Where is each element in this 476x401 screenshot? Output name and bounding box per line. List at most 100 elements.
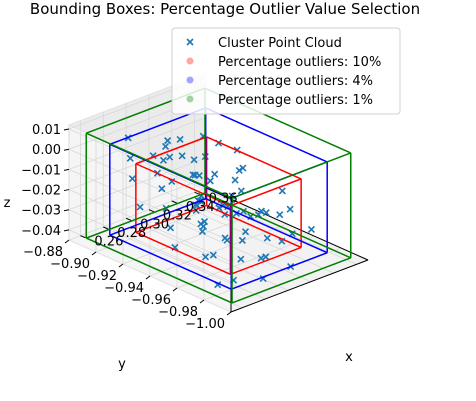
y-tick-label: −0.92 — [77, 269, 117, 284]
box-edge — [109, 234, 232, 290]
y-axis-label: y — [118, 357, 126, 372]
legend: Cluster Point Cloud Percentage outliers: … — [171, 27, 401, 115]
y-tick-mark — [118, 263, 124, 268]
cluster-point — [178, 152, 186, 160]
cluster-point — [126, 154, 134, 162]
y-tick-label: −0.88 — [23, 245, 63, 260]
y-tick-label: −0.98 — [158, 305, 198, 320]
z-tick-mark — [63, 229, 70, 232]
z-tick-mark — [63, 128, 70, 131]
x-tick-label: 0.26 — [94, 235, 123, 250]
cluster-point — [190, 156, 198, 164]
cluster-point — [209, 251, 217, 259]
box-edge — [231, 252, 328, 290]
box-edge — [135, 231, 231, 276]
x-tick-mark — [148, 209, 155, 213]
bounding-boxes — [85, 87, 352, 304]
cluster-point — [161, 142, 170, 150]
y-tick-mark — [91, 251, 97, 256]
cluster-point — [235, 166, 243, 175]
cluster-point — [257, 254, 265, 262]
cluster-point — [201, 253, 210, 261]
z-tick-label: 0.01 — [32, 123, 61, 138]
z-tick-mark — [63, 189, 70, 192]
z-axis-label: z — [4, 196, 11, 211]
chart-title: Bounding Boxes: Percentage Outlier Value… — [30, 0, 420, 18]
cluster-point — [238, 236, 246, 245]
y-tick-mark — [64, 239, 70, 244]
y-tick-mark — [199, 299, 205, 304]
cluster-point — [241, 228, 250, 236]
cluster-point — [158, 185, 166, 193]
cluster-point — [176, 135, 184, 144]
scatter-points — [124, 132, 315, 289]
legend-frame — [171, 27, 401, 115]
box-edge — [205, 107, 328, 163]
box-edge — [109, 198, 206, 236]
cluster-point — [128, 175, 136, 183]
x-tick-mark — [125, 217, 132, 221]
x-tick-label: 0.34 — [186, 200, 215, 215]
y-tick-mark — [145, 275, 151, 280]
y-tick-label: −0.96 — [131, 293, 171, 308]
x-tick-label: 0.28 — [117, 226, 146, 241]
box-edge — [85, 192, 206, 239]
z-gridline — [67, 96, 232, 222]
cluster-point — [221, 234, 229, 242]
x-tick-label: 0.30 — [140, 217, 169, 232]
legend-marker — [186, 57, 194, 65]
cluster-point — [164, 137, 172, 145]
cluster-point — [159, 156, 168, 164]
cluster-point — [189, 171, 197, 179]
box-edge — [230, 246, 302, 276]
x-tick-mark — [103, 226, 109, 230]
z-tick-label: 0.00 — [32, 143, 61, 158]
z-tick-label: −0.03 — [21, 204, 61, 219]
z-gridline — [67, 76, 232, 202]
box-edge — [85, 132, 233, 199]
box-edge — [231, 257, 352, 304]
legend-label: Percentage outliers: 1% — [218, 93, 373, 108]
y-tick-mark — [172, 287, 178, 292]
legend-label: Percentage outliers: 10% — [218, 55, 381, 70]
box-edge — [206, 204, 302, 249]
x-tick-label: 0.32 — [163, 209, 192, 224]
cluster-point — [239, 164, 247, 172]
y-tick-label: −1.00 — [185, 317, 225, 332]
z-tick-mark — [63, 148, 70, 151]
box-edge — [135, 136, 207, 165]
legend-marker — [186, 76, 194, 84]
box-edge — [206, 136, 302, 180]
box-edge — [135, 204, 207, 234]
z-tick-mark — [63, 209, 70, 212]
x-axis-label: x — [345, 350, 353, 365]
tick-labels: 0.260.280.300.320.340.36−1.00−0.98−0.96−… — [21, 123, 237, 332]
cluster-point — [198, 227, 206, 235]
cluster-point — [231, 176, 239, 184]
box-edge — [205, 198, 328, 254]
y-tick-mark — [226, 311, 232, 316]
y-axis-line — [230, 259, 369, 313]
cluster-point — [276, 211, 284, 219]
cluster-point — [206, 177, 214, 185]
box-edge — [204, 192, 352, 259]
legend-marker — [186, 95, 194, 103]
legend-label: Percentage outliers: 4% — [218, 74, 373, 89]
cluster-point — [262, 209, 270, 217]
box-edge — [85, 237, 233, 304]
z-tick-label: −0.02 — [21, 184, 61, 199]
legend-marker — [186, 38, 194, 46]
cluster-point — [191, 171, 199, 179]
legend-label: Cluster Point Cloud — [218, 36, 342, 51]
x-axis-line — [205, 187, 369, 261]
y-tick-label: −0.90 — [50, 257, 90, 272]
box-edge — [230, 178, 302, 207]
cluster-point — [211, 170, 219, 178]
z-tick-mark — [63, 168, 70, 171]
cluster-point — [278, 187, 286, 195]
box-edge — [231, 152, 352, 199]
z-tick-label: −0.01 — [21, 163, 61, 178]
cluster-point — [263, 234, 271, 242]
cluster-point — [237, 187, 245, 195]
